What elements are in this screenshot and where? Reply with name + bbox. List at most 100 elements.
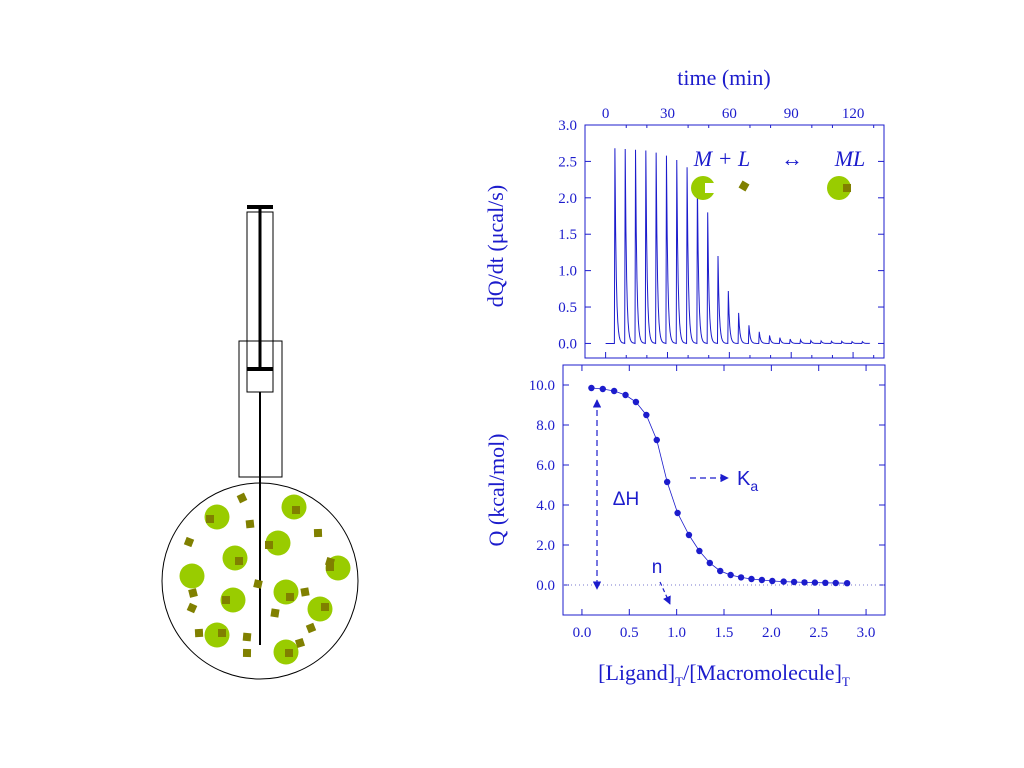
- cell-contents: [179, 492, 351, 665]
- equation-arrow: ↔: [781, 146, 803, 171]
- isotherm-point: [599, 385, 606, 393]
- free-ligand-particle: [325, 557, 335, 567]
- thermogram-chart: time (min) dQ/dt (μcal/s) 0 30 60 90 120 0.0…: [483, 65, 885, 359]
- isotherm-x-ticks: 0.0 0.5 1.0 1.5 2.0 2.5 3.0: [573, 365, 876, 641]
- y-tick-label: 0.0: [558, 336, 577, 352]
- macromolecule-particle: [179, 563, 205, 589]
- free-ligand-particle: [242, 648, 252, 658]
- macromolecule-particle: [204, 504, 230, 530]
- isotherm-point: [843, 580, 851, 587]
- y-tick-label: 0.0: [536, 578, 555, 594]
- y-tick-label: 3.0: [558, 118, 577, 134]
- bound-ligand-particle: [235, 557, 243, 565]
- macromolecule-particle: [204, 622, 230, 648]
- isotherm-point: [727, 571, 734, 579]
- free-ligand-particle: [253, 579, 263, 589]
- x-tick-label: 120: [842, 106, 865, 122]
- isotherm-point: [832, 579, 839, 587]
- free-ligand-particle: [313, 528, 323, 538]
- thermogram-y-ticks: 0.0 0.5 1.0 1.5 2.0 2.5 3.0: [558, 118, 884, 352]
- isotherm-point: [632, 398, 640, 406]
- y-tick-label: 1.5: [558, 227, 577, 243]
- isotherm-point: [588, 384, 595, 392]
- isotherm-point: [758, 576, 766, 584]
- free-ligand-particle: [194, 628, 204, 638]
- isotherm-y-axis-label: Q (kcal/mol): [484, 433, 509, 546]
- isotherm-point: [706, 559, 713, 567]
- isotherm-point: [769, 577, 776, 585]
- free-ligand-particle: [188, 588, 198, 598]
- free-ligand-particle: [183, 536, 195, 548]
- x-tick-label: 1.5: [715, 625, 734, 641]
- bound-ligand-particle: [292, 506, 300, 514]
- y-tick-label: 0.5: [558, 300, 577, 316]
- y-tick-label: 2.0: [536, 538, 555, 554]
- y-tick-label: 1.0: [558, 264, 577, 280]
- isotherm-point: [663, 478, 671, 486]
- bound-ligand-particle: [218, 629, 226, 637]
- free-ligand-particle: [294, 637, 306, 649]
- x-tick-label: 60: [722, 106, 737, 122]
- isotherm-point: [685, 531, 693, 539]
- fit-curve: [591, 387, 848, 584]
- isotherm-chart: Q (kcal/mol) [Ligand]T/[Macromolecule]T …: [484, 364, 886, 689]
- x-tick-label: 3.0: [857, 625, 876, 641]
- complex-icon: [827, 176, 851, 200]
- bound-ligand-particle: [222, 596, 230, 604]
- isotherm-point: [737, 574, 745, 581]
- isotherm-point: [696, 547, 703, 555]
- y-tick-label: 4.0: [536, 498, 555, 514]
- x-tick-label: 0.0: [573, 625, 592, 641]
- bound-ligand-particle: [285, 649, 293, 657]
- isotherm-frame: [562, 364, 886, 616]
- isotherm-point: [674, 509, 681, 517]
- thermogram-trace: [605, 148, 871, 345]
- itc-cell-syringe-icon: [161, 205, 359, 680]
- isotherm-x-axis-label: [Ligand]T/[Macromolecule]T: [598, 660, 850, 689]
- n-label: n: [652, 557, 663, 578]
- bound-ligand-particle: [265, 541, 273, 549]
- thermogram-top-axis-label: time (min): [677, 65, 770, 90]
- isotherm-point: [790, 578, 798, 586]
- bound-ligand-particle: [206, 515, 214, 523]
- isotherm-point: [801, 579, 808, 586]
- bound-ligand-particle: [321, 603, 329, 611]
- isotherm-y-ticks: 0.0 2.0 4.0 6.0 8.0 10.0: [529, 378, 885, 594]
- isotherm-points: [588, 384, 851, 587]
- y-tick-label: 2.5: [558, 154, 577, 170]
- ka-label: Ka: [737, 468, 758, 494]
- y-tick-label: 10.0: [529, 378, 555, 394]
- isotherm-point: [822, 579, 829, 586]
- macromolecule-particle: [307, 596, 333, 622]
- free-ligand-particle: [245, 519, 255, 529]
- isotherm-point: [780, 578, 787, 585]
- y-tick-label: 6.0: [536, 458, 555, 474]
- free-ligand-particle: [236, 492, 248, 504]
- isotherm-point: [653, 436, 660, 444]
- binding-equation: M + L ↔ ML: [691, 146, 865, 200]
- isotherm-point: [811, 579, 819, 586]
- x-tick-label: 30: [660, 106, 675, 122]
- equation-product: ML: [834, 146, 866, 171]
- free-ligand-particle: [242, 632, 252, 642]
- x-tick-label: 90: [784, 106, 799, 122]
- ligand-icon: [738, 180, 750, 192]
- x-tick-label: 2.5: [809, 625, 828, 641]
- isotherm-point: [643, 411, 650, 419]
- macromolecule-icon: [691, 176, 715, 200]
- free-ligand-particle: [186, 602, 198, 614]
- macromolecule-particle: [265, 530, 291, 556]
- free-ligand-particle: [305, 622, 317, 634]
- thermogram-x-ticks: 0 30 60 90 120: [602, 106, 875, 358]
- free-ligand-particle: [300, 587, 310, 597]
- y-tick-label: 8.0: [536, 418, 555, 434]
- x-tick-label: 1.0: [667, 625, 686, 641]
- free-ligand-particle: [270, 608, 280, 618]
- x-tick-label: 0.5: [620, 625, 639, 641]
- thermogram-frame: [584, 124, 885, 359]
- macromolecule-particle: [220, 587, 246, 613]
- isotherm-point: [610, 387, 618, 395]
- bound-ligand-particle: [286, 593, 294, 601]
- equation-reactants: M + L: [693, 146, 750, 171]
